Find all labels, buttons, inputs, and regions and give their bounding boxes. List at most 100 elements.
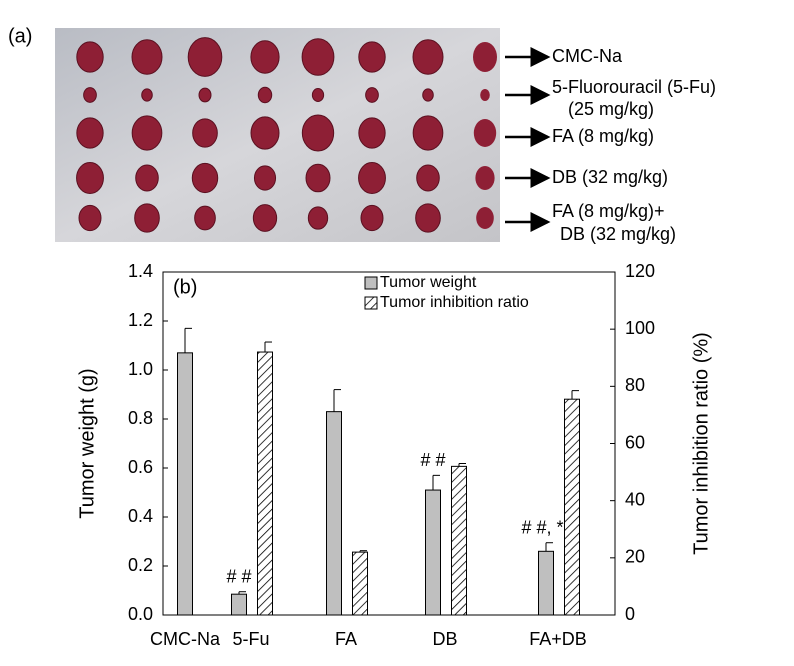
tumor: [365, 87, 379, 103]
y2-tick-label: 80: [625, 375, 645, 395]
group-label: FA (8 mg/kg)+: [552, 201, 665, 221]
bar: [538, 550, 554, 616]
tumor: [412, 39, 444, 75]
tumor: [358, 117, 386, 149]
tumor: [473, 119, 497, 147]
tumor: [198, 87, 212, 103]
tumor: [76, 41, 104, 73]
y-tick-label: 0.8: [128, 408, 153, 428]
group-label: (25 mg/kg): [568, 99, 654, 119]
bar: [352, 551, 368, 616]
tumor: [252, 204, 278, 232]
group-labels: CMC-Na 5-Fluorouracil (5-Fu)(25 mg/kg) FA …: [505, 46, 716, 244]
y2-tick-label: 40: [625, 489, 645, 509]
tumor: [131, 39, 163, 75]
y-tick-label: 0.2: [128, 555, 153, 575]
y2-tick-label: 20: [625, 547, 645, 567]
legend-swatch: [364, 296, 378, 310]
tumor: [358, 162, 386, 194]
bar: [451, 465, 467, 616]
y-tick-label: 1.2: [128, 310, 153, 330]
panel-label: (b): [173, 276, 197, 298]
error-bar: [545, 542, 553, 552]
tumor: [475, 166, 495, 190]
legend-label: Tumor inhibition ratio: [380, 294, 529, 311]
tumor: [358, 41, 386, 73]
tumor: [311, 88, 325, 102]
tumor: [305, 163, 331, 193]
tumor: [257, 86, 273, 104]
tumor: [76, 117, 104, 149]
tumor: [78, 204, 102, 232]
x-tick-label: FA+DB: [529, 629, 587, 649]
bar: [177, 352, 193, 616]
legend-label: Tumor weight: [380, 274, 477, 291]
annotation: # #, **: [521, 517, 570, 537]
tumor: [135, 164, 159, 192]
bar-chart: 0.0 0.2 0.4 0.6 0.8 1.0 1.2 1.4 0 20 40 60 80 100 120 T…: [76, 261, 712, 649]
y-tick-label: 1.4: [128, 261, 153, 281]
y2-axis-label: Tumor inhibition ratio (%): [690, 332, 712, 555]
panel-label: (a): [8, 25, 32, 47]
x-tick-label: FA: [335, 629, 357, 649]
y2-tick-label: 120: [625, 261, 655, 281]
tumor: [301, 114, 335, 152]
tumor: [131, 115, 163, 151]
bar: [257, 351, 273, 616]
error-bar: [359, 550, 367, 553]
x-tick-label: 5-Fu: [232, 629, 269, 649]
x-tick-label: DB: [432, 629, 457, 649]
group-label: CMC-Na: [552, 46, 623, 66]
annotation: # #: [420, 450, 445, 470]
tumor: [480, 89, 490, 101]
y-tick-label: 0.6: [128, 457, 153, 477]
group-label: DB (32 mg/kg): [560, 224, 676, 244]
error-bar: [333, 389, 341, 412]
tumor: [476, 207, 494, 229]
error-bar: [238, 591, 246, 595]
tumor: [191, 162, 219, 194]
y2-tick-label: 100: [625, 318, 655, 338]
y2-tick-label: 0: [625, 604, 635, 624]
tumor: [307, 206, 329, 230]
tumor-rows: [76, 37, 497, 233]
y-tick-label: 0.4: [128, 506, 153, 526]
error-bar: [458, 463, 466, 467]
annotation: # #: [226, 566, 251, 586]
error-bar: [264, 341, 272, 353]
tumor: [253, 165, 277, 191]
tumor: [415, 203, 441, 233]
x-tick-label: CMC-Na: [150, 629, 221, 649]
group-label: FA (8 mg/kg): [552, 126, 654, 146]
group-label: DB (32 mg/kg): [552, 167, 668, 187]
tumor: [83, 87, 97, 103]
bar: [564, 398, 580, 616]
group-label: 5-Fluorouracil (5-Fu): [552, 77, 716, 97]
tumor: [360, 204, 384, 232]
bar: [231, 593, 247, 616]
y-axis-label: Tumor weight (g): [76, 368, 98, 518]
tumor: [141, 88, 153, 102]
error-bar: [571, 390, 579, 400]
error-bar: [184, 327, 192, 353]
bar: [326, 411, 342, 616]
tumor: [187, 37, 223, 77]
y-tick-label: 0.0: [128, 604, 153, 624]
tumor: [134, 203, 160, 233]
tumor: [76, 162, 104, 194]
tumor: [473, 42, 497, 72]
tumor: [416, 164, 440, 192]
legend-swatch: [364, 276, 378, 290]
error-bar: [432, 474, 440, 491]
tumor: [250, 116, 280, 150]
tumor: [412, 115, 444, 151]
y-tick-label: 1.0: [128, 359, 153, 379]
tumor: [301, 38, 335, 76]
tumor: [192, 118, 218, 148]
tumor: [194, 205, 216, 231]
y2-tick-label: 60: [625, 432, 645, 452]
bar: [425, 489, 441, 616]
tumor: [250, 40, 280, 74]
